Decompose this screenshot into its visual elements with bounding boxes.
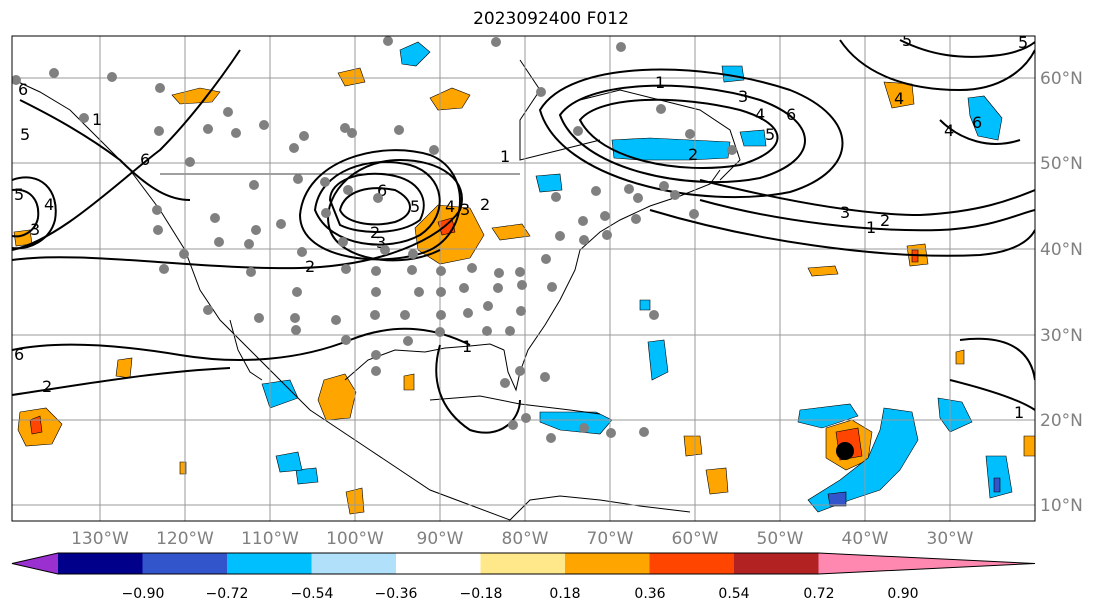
contour-label: 6 (18, 80, 28, 99)
colorbar-tick-label: −0.36 (375, 586, 418, 602)
colorbar-tick-label: 0.90 (887, 586, 918, 602)
latitude-labels: 60°N 50°N 40°N 30°N 20°N 10°N (1040, 69, 1083, 516)
contour-label: 6 (972, 113, 982, 132)
contour-label: 1 (500, 147, 510, 166)
contour-label: 5 (410, 197, 420, 216)
contour-label: 4 (894, 89, 904, 108)
colorbar-segment (734, 553, 819, 574)
colorbar-tick-label: 0.36 (634, 586, 665, 602)
map-title: 2023092400 F012 (473, 9, 629, 29)
contour-label: 2 (370, 223, 380, 242)
lon-label: 110°W (241, 529, 299, 549)
contour-label: 6 (377, 181, 387, 200)
station-dots (12, 36, 737, 443)
contour-label: 3 (376, 233, 386, 252)
contour-label: 2 (42, 377, 52, 396)
contour-label: 5 (20, 125, 30, 144)
lon-label: 70°W (587, 529, 634, 549)
colorbar-tick-label: −0.54 (291, 586, 334, 602)
longitude-labels: 130°W 120°W 110°W 100°W 90°W 80°W 70°W 6… (71, 529, 974, 549)
lon-label: 100°W (326, 529, 384, 549)
contour-label: 3 (30, 220, 40, 239)
contour-label: 3 (840, 203, 850, 222)
colorbar-tick-label: 0.54 (718, 586, 749, 602)
contour-label: 1 (92, 110, 102, 129)
lon-label: 80°W (502, 529, 549, 549)
contour-label: 1 (655, 73, 665, 92)
colorbar-segment (311, 553, 397, 574)
lat-label: 20°N (1040, 411, 1083, 431)
contour-label: 4 (445, 197, 455, 216)
storm-center-marker (836, 442, 854, 460)
lat-label: 30°N (1040, 326, 1083, 346)
contour-label: 1 (1014, 403, 1024, 422)
colorbar-tick-label: 0.72 (803, 586, 834, 602)
colorbar (11, 552, 1036, 575)
lat-label: 50°N (1040, 154, 1083, 174)
lon-label: 40°W (842, 529, 889, 549)
lon-label: 130°W (71, 529, 129, 549)
lat-label: 40°N (1040, 240, 1083, 260)
colorbar-tick-label: −0.72 (206, 586, 249, 602)
contour-lines (12, 39, 1035, 434)
colorbar-tick-labels: −0.90 −0.72 −0.54 −0.36 −0.18 0.18 0.36 … (122, 586, 919, 602)
contour-label: 1 (866, 218, 876, 237)
colorbar-segment (142, 553, 228, 574)
colorbar-extend-max (818, 553, 1035, 574)
colorbar-segment (480, 553, 566, 574)
lon-label: 90°W (417, 529, 464, 549)
negative-anomaly-shading (261, 41, 1013, 513)
contour-label: 4 (44, 195, 54, 214)
map-panel: 6 5 1 6 5 4 3 2 1 2 3 6 5 4 3 2 1 2 3 4 … (12, 31, 1035, 521)
contour-label: 6 (140, 150, 150, 169)
colorbar-segment (565, 553, 650, 574)
contour-label: 5 (1018, 33, 1028, 52)
contour-label: 3 (738, 87, 748, 106)
colorbar-tick-label: −0.90 (122, 586, 165, 602)
contour-labels: 6 5 1 6 5 4 3 2 1 2 3 6 5 4 3 2 1 2 3 4 … (14, 31, 1028, 422)
contour-label: 3 (460, 200, 470, 219)
gridlines (12, 36, 1035, 521)
colorbar-tick-label: 0.18 (549, 586, 580, 602)
contour-label: 5 (765, 125, 775, 144)
contour-label: 2 (688, 145, 698, 164)
colorbar-segment (58, 553, 143, 574)
map-frame (11, 35, 1036, 522)
colorbar-segment (396, 553, 481, 574)
contour-label: 2 (880, 211, 890, 230)
lon-label: 120°W (156, 529, 214, 549)
colorbar-segment (227, 553, 312, 574)
colorbar-extend-min (12, 553, 58, 574)
lat-label: 60°N (1040, 69, 1083, 89)
contour-label: 2 (480, 195, 490, 214)
colorbar-tick-label: −0.18 (460, 586, 503, 602)
contour-label: 4 (755, 105, 765, 124)
lon-label: 60°W (672, 529, 719, 549)
lat-label: 10°N (1040, 496, 1083, 516)
lon-label: 30°W (927, 529, 974, 549)
contour-label: 6 (786, 105, 796, 124)
lon-label: 50°W (757, 529, 804, 549)
contour-label: 5 (14, 185, 24, 204)
contour-label: 5 (902, 31, 912, 50)
colorbar-segment (649, 553, 735, 574)
contour-label: 2 (305, 257, 315, 276)
colorbar-outline (11, 552, 1036, 575)
contour-label: 4 (944, 121, 954, 140)
contour-label: 1 (462, 337, 472, 356)
contour-label: 6 (14, 345, 24, 364)
